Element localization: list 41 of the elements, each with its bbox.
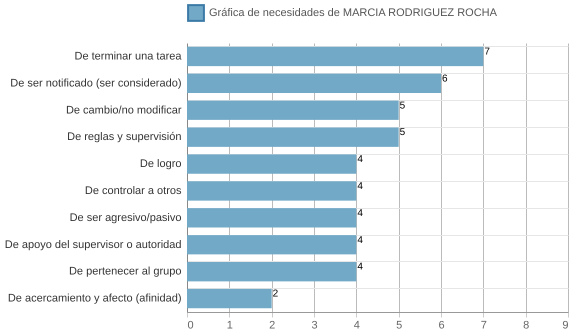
data-label: 6 — [442, 73, 448, 84]
x-tick-label: 9 — [562, 320, 568, 332]
x-tick-label: 5 — [396, 320, 402, 332]
bar — [187, 74, 441, 94]
bar — [187, 154, 356, 174]
y-tick-label: De controlar a otros — [84, 184, 182, 197]
x-tick-label: 7 — [480, 320, 487, 332]
bar — [187, 127, 399, 147]
bar — [187, 208, 356, 228]
bar — [187, 235, 356, 254]
data-label: 5 — [400, 127, 406, 138]
y-tick-label: De pertenecer al grupo — [68, 266, 182, 278]
data-label: 5 — [400, 100, 406, 112]
legend-label: Gráfica de necesidades de MARCIA RODRIGUEZ ROCHA — [209, 7, 498, 19]
data-label: 4 — [357, 262, 364, 273]
bar — [187, 46, 484, 66]
data-label: 2 — [272, 288, 279, 300]
x-tick-label: 1 — [226, 320, 233, 332]
bar — [187, 288, 272, 308]
x-tick-label: 8 — [523, 320, 530, 332]
data-label: 4 — [357, 234, 364, 246]
bar — [187, 181, 356, 201]
y-tick-label: De apoyo del supervisor o autoridad — [4, 238, 182, 251]
x-tick-label: 0 — [188, 320, 194, 332]
x-tick-label: 2 — [269, 320, 276, 332]
x-tick-label: 3 — [311, 320, 318, 332]
bar — [187, 262, 356, 282]
bar — [187, 100, 399, 120]
x-tick-label: 6 — [438, 320, 445, 332]
y-tick-label: De terminar una tarea — [74, 50, 182, 62]
y-tick-label: De logro — [140, 158, 182, 170]
x-tick-label: 4 — [354, 320, 360, 332]
y-tick-label: De ser agresivo/pasivo — [70, 212, 182, 224]
data-label: 4 — [357, 208, 364, 219]
y-tick-label: De cambio/no modificar — [66, 104, 182, 116]
data-label: 7 — [484, 46, 490, 58]
y-tick-label: De acercamiento y afecto (afinidad) — [8, 292, 182, 305]
y-tick-label: De reglas y supervisión — [67, 131, 182, 144]
data-label: 4 — [357, 180, 364, 192]
data-label: 4 — [357, 154, 364, 166]
y-tick-label: De ser notificado (ser considerado) — [10, 77, 182, 90]
